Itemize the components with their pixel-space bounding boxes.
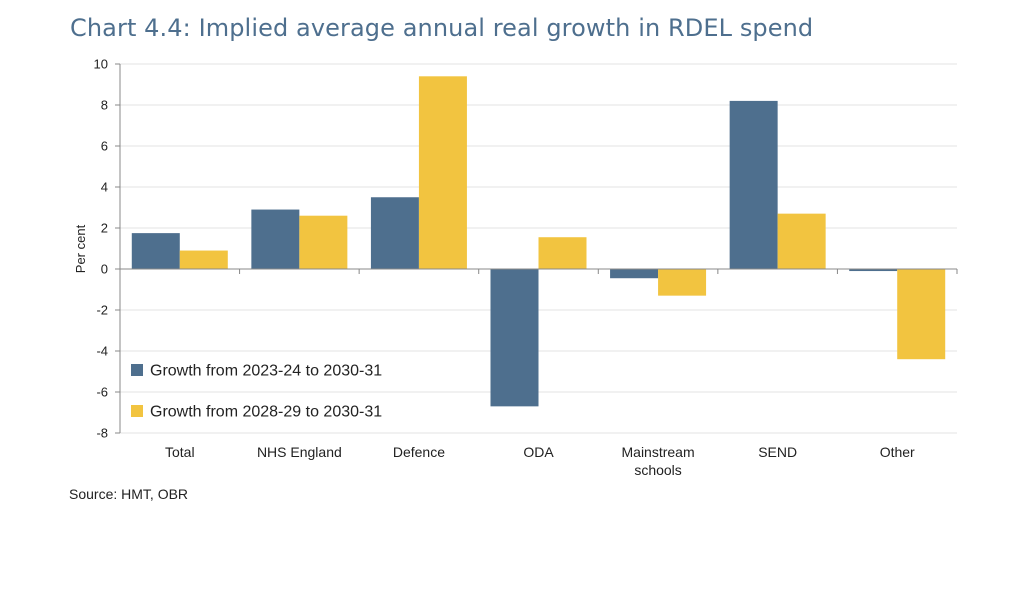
- legend-swatch-series2: [131, 405, 143, 417]
- x-category-label: schools: [634, 462, 681, 478]
- bar-series2-oda: [538, 237, 587, 269]
- legend: Growth from 2023-24 to 2030-31 Growth fro…: [131, 363, 382, 421]
- x-category-label: SEND: [758, 444, 797, 460]
- y-tick-label: -8: [96, 426, 108, 441]
- y-tick-label: -2: [96, 303, 108, 318]
- bar-series2-mainstream-schools: [658, 269, 707, 296]
- bar-series2-defence: [418, 76, 467, 269]
- x-axis-categories: Total NHS England Defence ODA Mainstream scho…: [165, 444, 915, 478]
- bar-series2-total: [179, 250, 228, 269]
- y-tick-label: 2: [101, 221, 108, 236]
- bar-series1-mainstream-schools: [610, 269, 659, 279]
- y-axis-label: Per cent: [73, 224, 88, 273]
- source-note: Source: HMT, OBR: [69, 486, 189, 502]
- x-category-label: Mainstream: [622, 444, 695, 460]
- y-tick-label: 10: [94, 57, 108, 72]
- x-category-label: NHS England: [257, 444, 342, 460]
- bar-series1-total: [131, 233, 180, 269]
- y-tick-label: -6: [96, 385, 108, 400]
- axes: [119, 64, 958, 433]
- legend-label-series2: Growth from 2028-29 to 2030-31: [150, 404, 382, 421]
- bar-series1-nhs-england: [251, 209, 300, 269]
- bar-series1-defence: [370, 197, 419, 269]
- bars: [131, 76, 946, 407]
- x-category-label: Defence: [393, 444, 445, 460]
- y-tick-label: -4: [96, 344, 108, 359]
- chart-title: Chart 4.4: Implied average annual real g…: [70, 14, 814, 42]
- bar-series2-nhs-england: [299, 215, 348, 269]
- y-tick-label: 8: [101, 98, 108, 113]
- legend-swatch-series1: [131, 364, 143, 376]
- bar-series1-oda: [490, 269, 539, 407]
- y-axis-ticks: -8 -6 -4 -2 0 2 4 6 8 10: [94, 57, 120, 441]
- bar-series2-send: [777, 213, 826, 269]
- x-category-label: Other: [880, 444, 915, 460]
- y-tick-label: 4: [101, 180, 108, 195]
- y-tick-label: 6: [101, 139, 108, 154]
- bar-series1-other: [849, 269, 898, 272]
- legend-label-series1: Growth from 2023-24 to 2030-31: [150, 363, 382, 380]
- bar-series1-send: [729, 100, 778, 270]
- x-category-label: ODA: [523, 444, 554, 460]
- y-tick-label: 0: [101, 262, 108, 277]
- bar-series2-other: [897, 269, 946, 360]
- x-category-label: Total: [165, 444, 195, 460]
